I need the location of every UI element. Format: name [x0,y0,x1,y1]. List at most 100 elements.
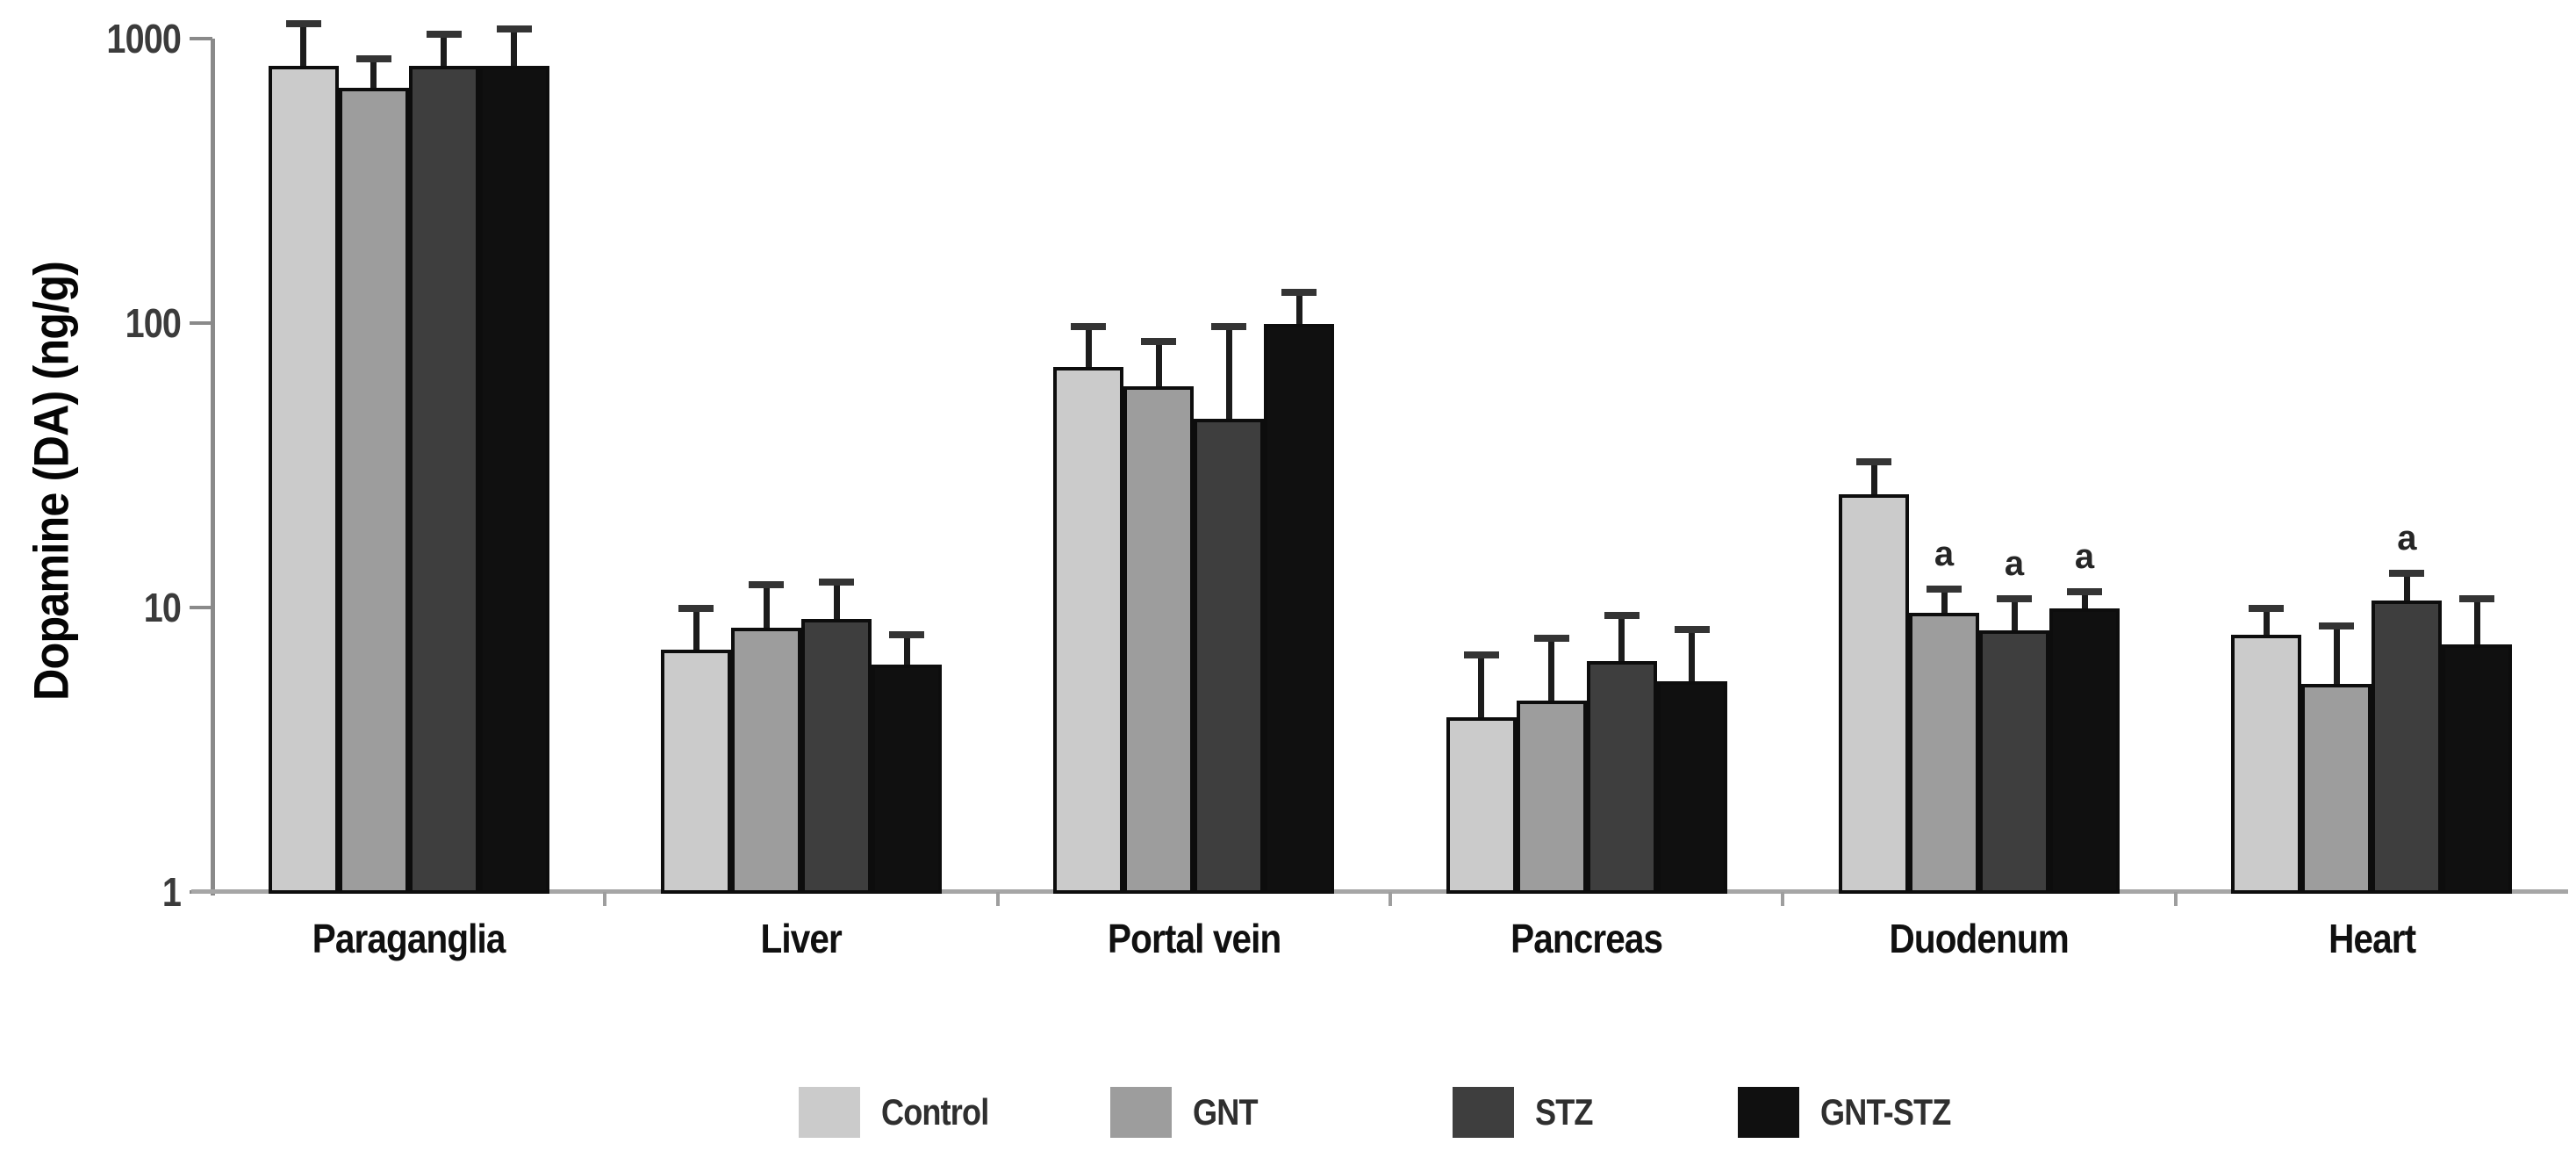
y-tick-100 [190,321,212,325]
error-cap-gnt-stz-paraganglia [496,25,532,33]
category-label-heart: Heart [2328,916,2416,961]
error-cap-control-portal-vein [1071,323,1107,331]
error-stem-gnt-stz-portal-vein [1295,292,1302,325]
bar-control-liver [661,650,731,894]
error-cap-gnt-portal-vein [1141,338,1177,346]
category-label-liver: Liver [760,916,843,961]
bar-gnt-duodenum [1909,612,1979,894]
error-stem-control-heart [2263,608,2270,636]
error-stem-stz-heart [2403,572,2410,601]
error-stem-stz-liver [833,581,840,620]
significance-marker-stz-heart: a [2397,518,2417,557]
bar-gnt-stz-duodenum [2049,608,2120,894]
y-tick-label-10: 10 [143,585,182,630]
bar-gnt-paraganglia [338,88,409,894]
error-cap-gnt-duodenum [1927,586,1962,593]
category-label-portal-vein: Portal vein [1107,916,1281,961]
y-tick-1000 [190,37,212,40]
x-boundary-tick-1 [603,892,607,906]
bar-gnt-stz-pancreas [1656,681,1727,894]
legend-label-gnt: GNT [1193,1091,1259,1133]
error-stem-gnt-pancreas [1548,637,1555,701]
error-stem-stz-pancreas [1618,615,1625,661]
bar-gnt-liver [731,627,801,894]
error-cap-control-liver [678,605,714,613]
significance-marker-stz-duodenum: a [2004,544,2025,584]
significance-marker-gnt-stz-duodenum: a [2074,536,2095,576]
x-boundary-tick-4 [1781,892,1785,906]
y-tick-label-1000: 1000 [106,16,181,61]
bar-stz-portal-vein [1194,419,1265,894]
y-tick-label-1: 1 [161,869,182,915]
error-stem-gnt-liver [763,585,770,628]
category-label-paraganglia: Paraganglia [312,916,506,961]
error-stem-gnt-stz-duodenum [2081,591,2088,609]
error-stem-gnt-heart [2333,626,2340,684]
error-cap-stz-paraganglia [426,31,462,39]
legend-label-stz: STZ [1535,1091,1594,1133]
error-cap-control-pancreas [1463,651,1499,659]
error-cap-gnt-liver [749,581,784,589]
bar-stz-paraganglia [408,66,479,894]
significance-marker-gnt-duodenum: a [1934,535,1955,574]
error-cap-gnt-pancreas [1533,634,1569,642]
error-stem-gnt-paraganglia [370,58,377,89]
error-stem-gnt-stz-heart [2473,599,2480,645]
error-cap-gnt-stz-pancreas [1674,625,1710,633]
error-stem-control-duodenum [1870,462,1877,495]
error-cap-control-duodenum [1856,458,1891,466]
category-label-pancreas: Pancreas [1510,916,1663,961]
bar-stz-liver [801,619,872,894]
bar-gnt-portal-vein [1123,385,1195,894]
error-cap-control-heart [2249,605,2285,613]
bar-control-portal-vein [1053,367,1124,894]
error-cap-gnt-stz-portal-vein [1281,289,1317,297]
x-axis-line [191,889,2568,894]
error-stem-gnt-stz-liver [903,635,910,665]
y-tick-10 [190,606,212,609]
bar-gnt-heart [2301,683,2372,894]
error-stem-gnt-stz-paraganglia [511,29,518,66]
bar-control-duodenum [1839,494,1909,894]
error-stem-control-portal-vein [1085,327,1092,368]
error-stem-gnt-stz-pancreas [1689,629,1696,682]
error-stem-stz-paraganglia [441,34,448,67]
error-cap-stz-heart [2389,569,2425,577]
error-stem-control-pancreas [1478,655,1485,718]
bar-gnt-stz-paraganglia [478,65,549,894]
bar-stz-duodenum [1979,630,2049,894]
bar-control-heart [2231,635,2302,894]
bar-control-pancreas [1446,717,1517,894]
error-cap-gnt-paraganglia [355,54,391,62]
error-stem-control-liver [692,608,700,651]
legend-label-gnt-stz: GNT-STZ [1820,1091,1951,1133]
error-cap-gnt-heart [2319,622,2355,630]
bar-gnt-pancreas [1516,701,1587,894]
error-stem-stz-portal-vein [1225,327,1232,420]
error-cap-stz-duodenum [1997,595,2032,603]
bar-stz-heart [2371,600,2443,894]
x-boundary-tick-5 [2173,892,2178,906]
error-stem-stz-duodenum [2011,599,2018,631]
legend-swatch-stz [1453,1087,1514,1138]
legend-swatch-control [799,1087,860,1138]
bar-control-paraganglia [268,66,339,894]
error-stem-gnt-duodenum [1941,589,1948,613]
y-axis-line [211,39,215,895]
bar-gnt-stz-liver [872,665,942,894]
bar-gnt-stz-portal-vein [1264,324,1335,894]
error-cap-gnt-stz-duodenum [2067,587,2102,595]
x-boundary-tick-2 [995,892,1000,906]
legend-swatch-gnt-stz [1738,1087,1799,1138]
bar-stz-pancreas [1586,660,1657,894]
error-cap-stz-pancreas [1604,611,1640,619]
legend-label-control: Control [881,1091,989,1133]
x-boundary-tick-3 [1388,892,1392,906]
legend-swatch-gnt [1110,1087,1172,1138]
error-cap-stz-portal-vein [1211,323,1247,331]
y-tick-label-100: 100 [125,300,182,346]
error-stem-gnt-portal-vein [1155,342,1162,386]
category-label-duodenum: Duodenum [1889,916,2070,961]
error-stem-control-paraganglia [300,23,307,67]
